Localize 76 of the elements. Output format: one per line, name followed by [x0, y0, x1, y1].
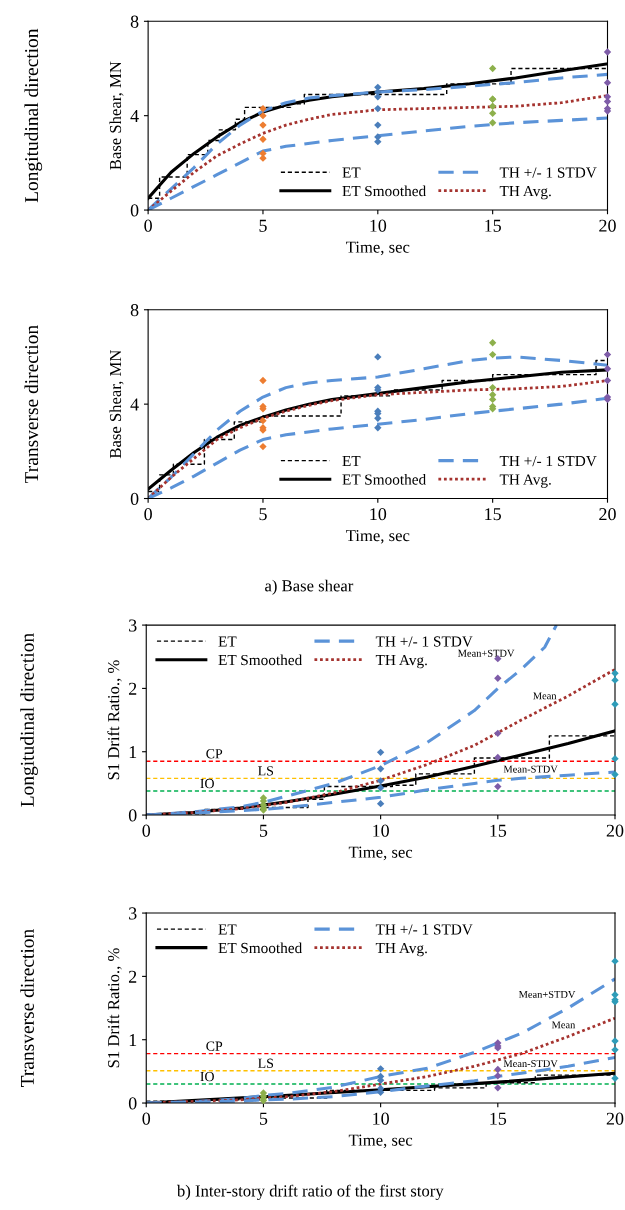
x-tick-label: 5 [259, 1112, 268, 1125]
x-tick-label: 10 [370, 219, 387, 232]
ref-line-label: LS [258, 1058, 274, 1068]
annotation: Mean [551, 1021, 576, 1029]
x-tick-label: 20 [599, 219, 616, 232]
text: a) Base shear [265, 579, 354, 595]
y-axis-title: S1 Drift Ratio., % [107, 660, 122, 780]
legend-label: ET [218, 636, 237, 647]
y-tick-label: 0 [128, 809, 137, 822]
y-tick-label: 1 [129, 1034, 137, 1046]
x-axis-title: Time, sec [346, 241, 410, 256]
y-tick-label: 2 [128, 682, 137, 695]
annotation: Mean+STDV [458, 649, 515, 657]
legend-label: TH Avg. [499, 185, 551, 200]
legend-label: TH Avg. [375, 942, 427, 957]
x-tick-label: 5 [259, 824, 268, 837]
x-tick-label: 5 [259, 508, 267, 521]
legend-label: ET [342, 167, 361, 178]
legend-label: TH +/- 1 STDV [375, 636, 473, 647]
annotation: Mean [533, 692, 557, 700]
annotation: Mean+STDV [518, 990, 576, 998]
legend-label: TH +/- 1 STDV [375, 924, 473, 935]
y-tick-label: 4 [130, 398, 139, 411]
y-axis-title: Base Shear, MN [109, 350, 124, 459]
legend-label: TH +/- 1 STDV [499, 455, 597, 467]
x-tick-label: 20 [599, 508, 616, 521]
annotation: Mean-STDV [503, 765, 558, 773]
x-tick-label: 0 [144, 508, 152, 521]
y-tick-label: 3 [129, 907, 137, 920]
x-tick-label: 15 [485, 508, 501, 521]
y-axis-title: S1 Drift Ratio., % [107, 948, 122, 1068]
text: Longitudinal direction [20, 633, 38, 807]
legend-label: TH Avg. [499, 474, 551, 488]
y-axis-title: Base Shear, MN [109, 61, 124, 170]
y-tick-label: 3 [129, 619, 137, 632]
x-axis-title: Time, sec [348, 1134, 413, 1149]
ref-line-label: CP [206, 749, 223, 759]
legend-label: ET Smoothed [342, 185, 426, 197]
text: Transverse direction [24, 325, 39, 484]
y-tick-label: 8 [130, 15, 139, 28]
x-axis-title: Time, sec [346, 530, 410, 544]
legend-label: ET Smoothed [218, 654, 303, 666]
x-tick-label: 0 [142, 1112, 151, 1125]
ref-line-label: CP [206, 1041, 223, 1051]
x-tick-label: 15 [490, 1112, 507, 1125]
x-tick-label: 15 [490, 824, 507, 837]
legend-label: ET Smoothed [342, 473, 426, 485]
text: Transverse direction [20, 929, 34, 1087]
y-tick-label: 0 [130, 204, 139, 217]
y-tick-label: 0 [128, 1097, 137, 1110]
x-tick-label: 0 [144, 219, 152, 232]
annotation: Mean-STDV [503, 1060, 558, 1068]
legend-label: TH Avg. [375, 654, 427, 669]
x-tick-label: 20 [606, 1112, 624, 1125]
ref-line-label: LS [258, 766, 274, 776]
text: b) Inter-story drift ratio of the first story [176, 1184, 444, 1200]
y-tick-label: 2 [128, 970, 137, 983]
x-axis-title: Time, sec [348, 846, 413, 861]
y-tick-label: 1 [129, 746, 137, 758]
x-tick-label: 10 [370, 508, 387, 521]
legend-label: TH +/- 1 STDV [499, 167, 597, 178]
y-tick-label: 4 [130, 110, 139, 122]
text: Longitudinal direction [24, 28, 43, 203]
legend-label: ET [218, 924, 237, 935]
y-tick-label: 8 [130, 304, 139, 317]
x-tick-label: 10 [373, 1112, 389, 1125]
legend-label: ET [342, 455, 361, 466]
y-tick-label: 0 [130, 492, 139, 505]
x-tick-label: 5 [259, 219, 267, 232]
x-tick-label: 20 [606, 824, 624, 837]
ref-line-label: IO [200, 778, 214, 789]
x-tick-label: 10 [373, 824, 389, 837]
x-tick-label: 0 [142, 824, 151, 837]
x-tick-label: 15 [485, 219, 501, 232]
legend-label: ET Smoothed [218, 942, 303, 954]
ref-line-label: IO [200, 1071, 214, 1082]
